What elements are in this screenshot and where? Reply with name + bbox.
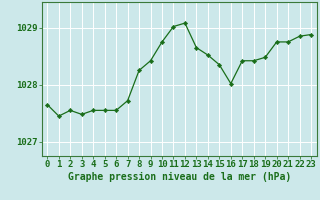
X-axis label: Graphe pression niveau de la mer (hPa): Graphe pression niveau de la mer (hPa)	[68, 172, 291, 182]
